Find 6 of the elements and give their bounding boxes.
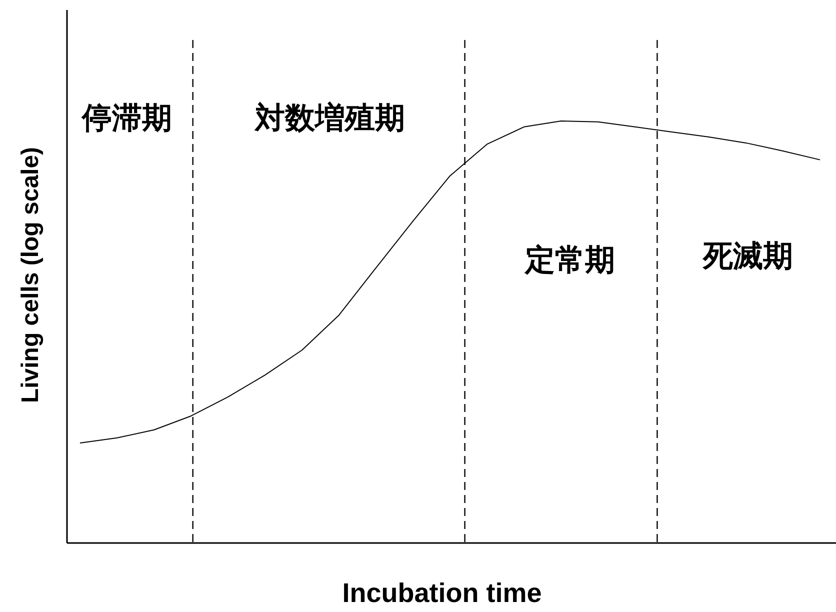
annotation: 対数増殖期 [255, 101, 405, 136]
x-axis-title: Incubation time [342, 578, 542, 608]
annotation: 停滞期 [82, 101, 172, 136]
annotation: 定常期 [525, 243, 615, 278]
annotation: 死滅期 [703, 239, 793, 274]
y-axis-title: Living cells (log scale) [17, 146, 44, 404]
